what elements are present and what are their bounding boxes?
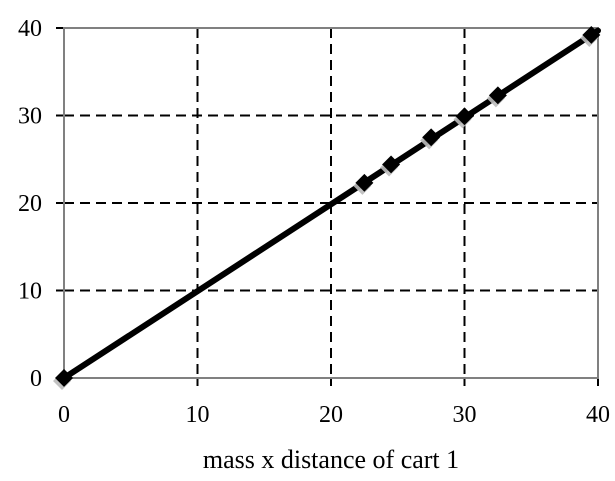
x-tick-label: 0 (58, 402, 70, 428)
data-point (488, 86, 507, 105)
data-point (455, 107, 474, 126)
x-tick-label: 40 (586, 402, 610, 428)
y-tick-label: 40 (18, 16, 42, 42)
x-tick-label: 30 (453, 402, 477, 428)
x-tick-label: 10 (186, 402, 210, 428)
x-tick-label: 20 (319, 402, 343, 428)
y-tick-label: 10 (18, 279, 42, 305)
x-axis-label: mass x distance of cart 1 (203, 445, 459, 474)
y-tick-label: 0 (30, 366, 42, 392)
grid (56, 27, 599, 386)
data-point (582, 26, 601, 44)
plot-frame (63, 27, 599, 379)
data-point (382, 155, 401, 174)
data-point (355, 173, 374, 192)
data-point (422, 128, 441, 147)
x-tick-labels: 0 10 20 30 40 (58, 402, 610, 428)
data-point (55, 369, 73, 387)
data-points (55, 26, 601, 387)
y-tick-label: 30 (18, 104, 42, 130)
fit-line (61, 27, 601, 381)
fit-line-group (61, 27, 601, 381)
y-tick-labels: 0 10 20 30 40 (18, 16, 42, 392)
y-tick-label: 20 (18, 191, 42, 217)
